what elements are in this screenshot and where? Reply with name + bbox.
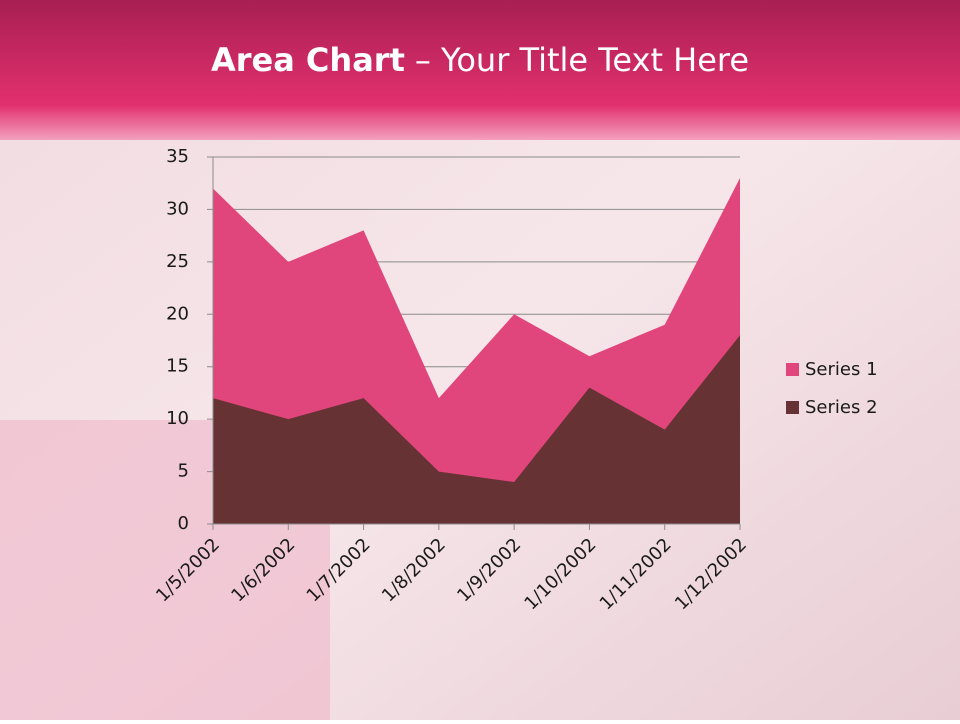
legend-label: Series 2 <box>805 397 878 418</box>
legend-label: Series 1 <box>805 359 878 380</box>
y-tick-label: 10 <box>166 408 189 429</box>
title-rest: – Your Title Text Here <box>415 41 749 79</box>
slide-title: Area Chart – Your Title Text Here <box>211 41 749 79</box>
y-tick-label: 35 <box>166 146 189 167</box>
y-tick-label: 5 <box>178 461 189 482</box>
y-tick-label: 15 <box>166 356 189 377</box>
area <box>213 335 740 524</box>
legend-swatch <box>786 363 799 376</box>
header-band <box>0 0 960 140</box>
y-tick-label: 20 <box>166 303 189 324</box>
y-tick-label: 0 <box>178 513 189 534</box>
legend-swatch <box>786 401 799 414</box>
y-tick-label: 30 <box>166 198 189 219</box>
title-emphasis: Area Chart <box>211 41 405 79</box>
y-tick-label: 25 <box>166 251 189 272</box>
